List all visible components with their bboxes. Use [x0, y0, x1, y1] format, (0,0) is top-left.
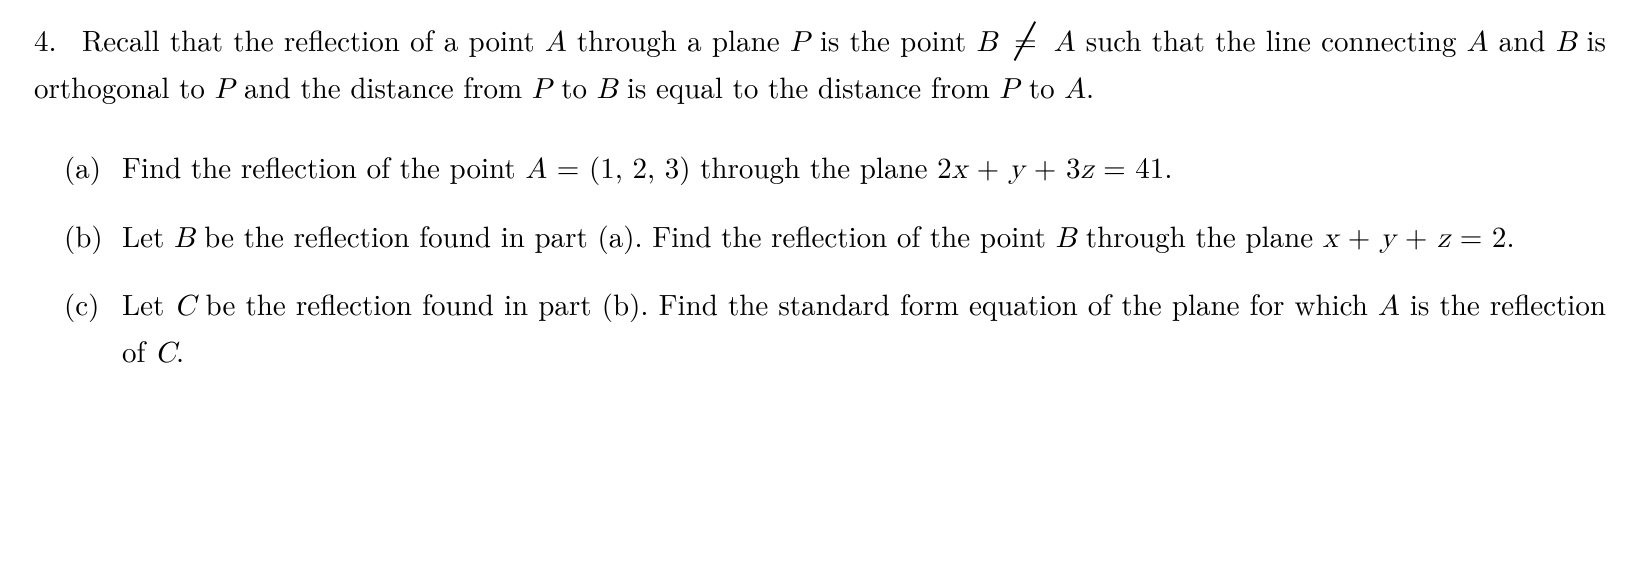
part-text: through the plane	[1076, 215, 1323, 256]
intro-text: to	[552, 66, 597, 107]
part-text: Find the reflection of the point	[122, 146, 525, 187]
part-text: through the plane	[690, 146, 937, 187]
part-text: Let	[122, 283, 174, 324]
intro-text: is equal to the distance from	[617, 66, 999, 107]
subpart-a: (a) Find the reflection of the point A =…	[64, 145, 1606, 192]
intro-text: .	[1086, 66, 1094, 107]
subpart-c: (c) Let C be the reflection found in par…	[64, 282, 1606, 375]
part-text: be the reflection found in part (b). Fin…	[195, 283, 1378, 324]
intro-text: to	[1019, 66, 1064, 107]
intro-text: such that the line connecting	[1076, 19, 1467, 60]
subpart-label: (c)	[64, 282, 122, 375]
problem-number: 4.	[34, 19, 57, 60]
math-var: A	[1054, 28, 1076, 57]
math-plane: x + y + z = 2	[1323, 215, 1507, 256]
math-var: C	[155, 339, 176, 368]
math-var: A	[1467, 28, 1489, 57]
math-var: B	[976, 28, 997, 57]
math-var: A	[525, 155, 547, 184]
part-text: .	[1506, 215, 1514, 256]
math-var: P	[532, 75, 552, 104]
math-var: B	[1556, 28, 1577, 57]
subpart-body: Let B be the reflection found in part (a…	[122, 214, 1606, 261]
part-text: be the reflection found in part (a). Fin…	[195, 215, 1056, 256]
part-text: .	[1164, 146, 1172, 187]
math-var: C	[174, 292, 195, 321]
math-var: A	[1378, 292, 1400, 321]
intro-text: Recall that the reflection of a point	[82, 19, 545, 60]
intro-text: through a plane	[567, 19, 790, 60]
not-equal-symbol: =	[1012, 18, 1039, 62]
subpart-label: (a)	[64, 145, 122, 192]
math-plane: 2x + y + 3z = 41	[937, 146, 1164, 187]
part-text: .	[176, 330, 184, 371]
math-var: A	[1064, 75, 1086, 104]
math-var: B	[597, 75, 618, 104]
math-eq: =	[547, 146, 589, 187]
math-var: P	[215, 75, 235, 104]
subpart-b: (b) Let B be the reflection found in par…	[64, 214, 1606, 261]
subpart-label: (b)	[64, 214, 122, 261]
intro-text: and	[1488, 19, 1555, 60]
problem-intro: 4. Recall that the reflection of a point…	[34, 18, 1606, 111]
subpart-body: Let C be the reflection found in part (b…	[122, 282, 1606, 375]
math-var: A	[545, 28, 567, 57]
subpart-body: Find the reflection of the point A = (1,…	[122, 145, 1606, 192]
math-var: B	[174, 224, 195, 253]
math-var: P	[999, 75, 1019, 104]
math-var: P	[790, 28, 810, 57]
math-point: (1, 2, 3)	[589, 146, 691, 187]
subparts-list: (a) Find the reflection of the point A =…	[64, 145, 1606, 375]
intro-text: is the point	[810, 19, 977, 60]
math-var: B	[1056, 224, 1077, 253]
problem-page: 4. Recall that the reflection of a point…	[0, 0, 1640, 564]
part-text: Let	[122, 215, 174, 256]
intro-text: and the distance from	[234, 66, 531, 107]
